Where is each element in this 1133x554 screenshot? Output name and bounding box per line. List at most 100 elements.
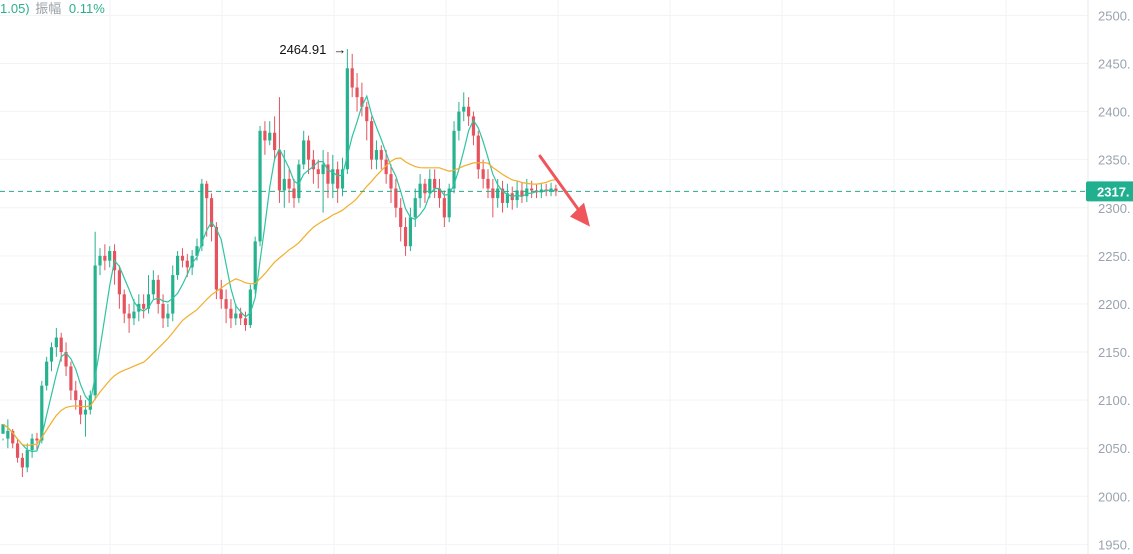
last-price-badge-bg bbox=[1086, 181, 1133, 202]
candle-body bbox=[476, 135, 480, 170]
candle-body bbox=[142, 303, 146, 309]
candle-body bbox=[132, 311, 136, 319]
candle-body bbox=[505, 193, 509, 203]
y-tick-label: 2300. bbox=[1098, 201, 1131, 216]
header-stats: 1.05) 振幅 0.11% bbox=[0, 0, 105, 17]
candle-body bbox=[6, 430, 10, 439]
y-axis: 1950. 2000. 2050. 2100. 2150. 2200. 2250. 2300.… bbox=[1098, 8, 1131, 552]
candle-body bbox=[360, 97, 364, 107]
candle-body bbox=[229, 308, 233, 319]
candle-body bbox=[54, 337, 58, 348]
candle-body bbox=[277, 150, 282, 191]
candles bbox=[1, 49, 558, 478]
y-tick-label: 2200. bbox=[1098, 297, 1131, 312]
candle-body bbox=[520, 190, 524, 197]
candle-body bbox=[195, 246, 199, 256]
candle-body bbox=[457, 111, 461, 131]
candle-body bbox=[219, 289, 223, 300]
candle-body bbox=[117, 270, 121, 295]
candle-body bbox=[336, 169, 340, 189]
candle-body bbox=[248, 289, 252, 326]
candle-body bbox=[355, 87, 359, 98]
candle-body bbox=[471, 116, 476, 136]
candle-body bbox=[45, 361, 49, 386]
candle-body bbox=[103, 255, 107, 261]
candle-body bbox=[491, 188, 495, 199]
candle-body bbox=[350, 68, 354, 88]
last-price-badge-text: 2317. bbox=[1097, 184, 1130, 199]
candle-body bbox=[389, 174, 393, 189]
candle-body bbox=[403, 226, 408, 247]
candle-body bbox=[156, 279, 160, 304]
candle-body bbox=[321, 164, 325, 175]
candle-body bbox=[302, 140, 306, 165]
candle-body bbox=[25, 450, 29, 468]
candle-body bbox=[127, 313, 131, 319]
candle-body bbox=[224, 299, 228, 309]
candle-body bbox=[151, 279, 155, 295]
candle-body bbox=[452, 130, 456, 189]
y-tick-label: 2500. bbox=[1098, 8, 1131, 23]
candle-body bbox=[467, 106, 471, 117]
high-annotation-arrow: → bbox=[333, 42, 346, 57]
candle-body bbox=[40, 385, 44, 441]
candle-body bbox=[98, 255, 102, 266]
candle-body bbox=[190, 255, 194, 268]
candle-body bbox=[486, 178, 490, 189]
candle-body bbox=[413, 198, 417, 218]
amplitude-label: 振幅 bbox=[35, 1, 62, 16]
candle-body bbox=[496, 188, 500, 199]
change-fragment: 1.05) bbox=[0, 1, 30, 16]
candle-body bbox=[11, 430, 15, 444]
candle-body bbox=[384, 159, 388, 175]
candle-body bbox=[146, 294, 151, 309]
candle-body bbox=[205, 183, 209, 199]
candle-body bbox=[340, 169, 345, 189]
last-price-badge: 2317. bbox=[1086, 181, 1133, 202]
candle-body bbox=[433, 178, 437, 189]
candle-body bbox=[462, 106, 466, 112]
candle-body bbox=[49, 347, 54, 362]
candle-body bbox=[273, 132, 277, 151]
candle-body bbox=[176, 255, 180, 276]
candle-body bbox=[185, 260, 189, 268]
candle-body bbox=[268, 132, 272, 141]
candle-body bbox=[282, 178, 286, 191]
y-tick-label: 1950. bbox=[1098, 537, 1131, 552]
candle-body bbox=[442, 198, 446, 218]
candle-body bbox=[399, 207, 403, 227]
candle-body bbox=[64, 352, 68, 367]
candle-body bbox=[481, 169, 485, 179]
candle-body bbox=[108, 251, 112, 261]
trend-arrow bbox=[538, 154, 590, 227]
candle-body bbox=[79, 400, 83, 415]
y-tick-label: 2000. bbox=[1098, 489, 1131, 504]
candle-body bbox=[311, 159, 315, 170]
candle-body bbox=[166, 313, 170, 319]
candle-body bbox=[171, 275, 175, 314]
trend-arrow-head bbox=[570, 202, 590, 227]
candle-body bbox=[83, 409, 88, 415]
ma-short-line bbox=[2, 94, 556, 453]
candle-body bbox=[326, 164, 330, 184]
candle-body bbox=[74, 390, 78, 401]
y-tick-label: 2050. bbox=[1098, 441, 1131, 456]
candle-body bbox=[437, 188, 442, 199]
grid bbox=[0, 0, 1088, 554]
candle-body bbox=[253, 241, 257, 290]
candle-body bbox=[331, 169, 335, 184]
ma-long-line bbox=[2, 157, 557, 447]
candle-body bbox=[214, 226, 218, 290]
candle-body bbox=[234, 313, 238, 319]
candle-body bbox=[379, 150, 383, 160]
candle-body bbox=[292, 188, 296, 199]
candle-body bbox=[287, 178, 291, 189]
candle-body bbox=[69, 366, 73, 391]
y-tick-label: 2400. bbox=[1098, 105, 1131, 120]
candle-body bbox=[365, 106, 369, 122]
y-tick-label: 2150. bbox=[1098, 345, 1131, 360]
candle-body bbox=[554, 188, 558, 192]
candle-body bbox=[500, 188, 505, 203]
y-tick-label: 2450. bbox=[1098, 56, 1131, 71]
